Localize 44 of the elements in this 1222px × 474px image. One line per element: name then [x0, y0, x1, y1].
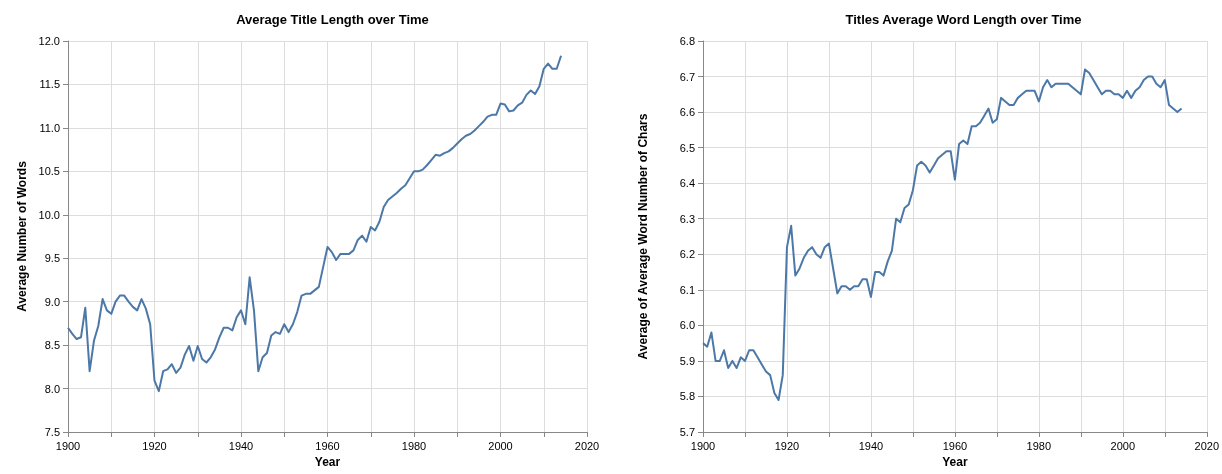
- y-tick-label: 6.2: [679, 248, 695, 261]
- x-tick-label: 1980: [401, 439, 427, 452]
- y-tick-label: 6.0: [679, 319, 695, 332]
- y-axis-title: Average Number of Words: [14, 160, 29, 312]
- y-tick-label: 6.8: [679, 35, 695, 47]
- y-axis-title: Average of Average Word Number of Chars: [636, 113, 650, 360]
- y-tick-label: 6.5: [679, 141, 695, 154]
- x-axis-title: Year: [314, 455, 341, 469]
- y-tick-label: 5.8: [679, 390, 695, 403]
- y-tick-label: 10.5: [38, 165, 60, 178]
- y-tick-label: 8.5: [44, 339, 60, 352]
- y-tick-label: 6.4: [679, 177, 695, 190]
- x-tick-label: 2020: [574, 439, 600, 452]
- y-tick-label: 8.0: [44, 382, 60, 395]
- y-tick-label: 6.7: [679, 70, 695, 83]
- x-tick-label: 2000: [488, 439, 513, 452]
- x-tick-label: 1940: [858, 439, 884, 452]
- y-tick-label: 10.0: [38, 208, 60, 221]
- x-tick-label: 1920: [142, 439, 167, 452]
- y-tick-label: 5.7: [679, 426, 695, 438]
- x-tick-label: 1920: [774, 439, 800, 452]
- y-tick-label: 9.5: [44, 252, 60, 265]
- y-tick-label: 9.0: [44, 295, 60, 308]
- x-tick-label: 1900: [690, 439, 716, 452]
- y-tick-label: 6.1: [679, 283, 695, 296]
- y-tick-label: 12.0: [38, 35, 60, 47]
- y-tick-label: 11.0: [39, 121, 60, 134]
- chart-title: Average Title Length over Time: [236, 12, 429, 27]
- y-tick-label: 5.9: [679, 354, 695, 367]
- x-tick-label: 1980: [1026, 439, 1052, 452]
- x-tick-label: 1960: [942, 439, 968, 452]
- x-tick-label: 1940: [228, 439, 254, 452]
- x-tick-label: 1900: [55, 439, 81, 452]
- y-tick-label: 6.3: [679, 212, 695, 225]
- x-axis-title: Year: [942, 455, 968, 469]
- line-series: [67, 54, 563, 393]
- chart-title: Titles Average Word Length over Time: [845, 12, 1082, 27]
- x-tick-label: 1960: [315, 439, 340, 452]
- y-tick-label: 11.5: [39, 78, 60, 91]
- line-series: [702, 68, 1183, 402]
- y-tick-label: 7.5: [44, 426, 60, 438]
- x-tick-label: 2000: [1110, 439, 1136, 452]
- x-tick-label: 2020: [1194, 439, 1220, 452]
- y-tick-label: 6.6: [679, 106, 695, 119]
